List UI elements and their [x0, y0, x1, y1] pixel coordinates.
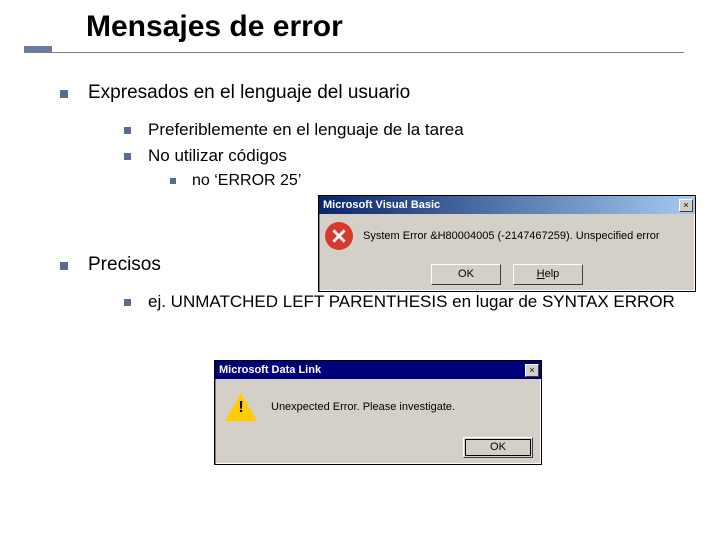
dialog-title: Microsoft Visual Basic [321, 199, 440, 211]
error-icon [325, 222, 353, 250]
dialog-button-row: OK [215, 437, 541, 458]
help-button[interactable]: Help [513, 264, 583, 285]
bullet-text: Expresados en el lenguaje del usuario [88, 82, 410, 103]
square-bullet-icon [60, 262, 68, 270]
ok-button[interactable]: OK [463, 437, 533, 458]
bullet-lvl2: ej. UNMATCHED LEFT PARENTHESIS en lugar … [124, 292, 680, 312]
bullet-lvl3: no ‘ERROR 25’ [170, 172, 700, 190]
dialog-title: Microsoft Data Link [217, 364, 321, 376]
warning-icon [225, 393, 257, 421]
bullet-lvl2: Preferiblemente en el lenguaje de la tar… [124, 120, 700, 140]
bullet-text: Preferiblemente en el lenguaje de la tar… [148, 120, 464, 139]
square-bullet-icon [170, 178, 176, 184]
dialog-button-row: OK Help [319, 264, 695, 285]
square-bullet-icon [124, 127, 131, 134]
button-label: OK [458, 268, 474, 280]
dialog-message: Unexpected Error. Please investigate. [271, 401, 531, 413]
datalink-error-dialog: Microsoft Data Link × Unexpected Error. … [214, 360, 542, 465]
slide-title: Mensajes de error [86, 10, 343, 44]
ok-button[interactable]: OK [431, 264, 501, 285]
dialog-body: System Error &H80004005 (-2147467259). U… [319, 214, 695, 256]
dialog-titlebar: Microsoft Data Link × [215, 361, 541, 379]
button-label: elp [545, 268, 560, 280]
title-underline [24, 52, 684, 53]
bullet-text: ej. UNMATCHED LEFT PARENTHESIS en lugar … [148, 292, 675, 311]
close-icon[interactable]: × [679, 199, 693, 212]
bullet-lvl2: No utilizar códigos [124, 146, 700, 166]
button-label: OK [490, 441, 506, 453]
square-bullet-icon [60, 90, 68, 98]
bullet-text: no ‘ERROR 25’ [192, 172, 301, 189]
close-icon[interactable]: × [525, 364, 539, 377]
square-bullet-icon [124, 299, 131, 306]
bullet-text: No utilizar códigos [148, 146, 287, 165]
dialog-body: Unexpected Error. Please investigate. [215, 379, 541, 429]
dialog-message: System Error &H80004005 (-2147467259). U… [363, 230, 689, 242]
vb-error-dialog: Microsoft Visual Basic × System Error &H… [318, 195, 696, 292]
bullet-lvl1: Expresados en el lenguaje del usuario [60, 82, 700, 104]
bullet-text: Precisos [88, 254, 161, 275]
square-bullet-icon [124, 153, 131, 160]
dialog-titlebar: Microsoft Visual Basic × [319, 196, 695, 214]
button-label-accel: H [537, 268, 545, 280]
